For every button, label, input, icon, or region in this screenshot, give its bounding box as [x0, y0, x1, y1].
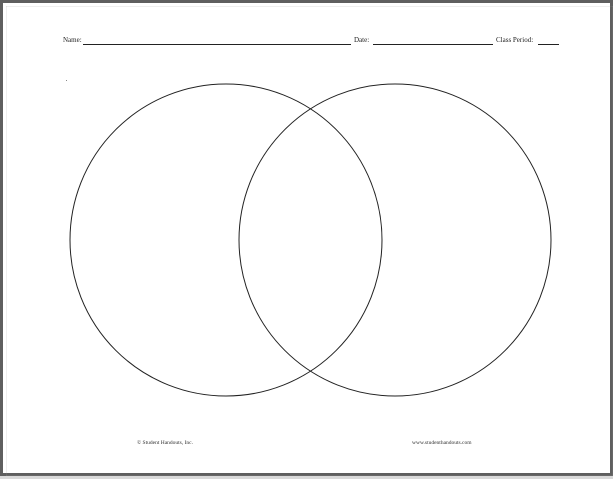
copyright-text: © Student Handouts, Inc. [137, 440, 193, 446]
date-line[interactable] [373, 44, 493, 45]
name-line[interactable] [83, 44, 351, 45]
worksheet-header: Name: Date: Class Period: [63, 36, 563, 48]
stray-mark [66, 80, 67, 81]
date-label: Date: [354, 36, 370, 44]
venn-circle-left [69, 83, 383, 397]
website-text: www.studenthandouts.com [412, 440, 472, 446]
class-period-line[interactable] [538, 44, 559, 45]
name-label: Name: [63, 36, 82, 44]
class-period-label: Class Period: [496, 36, 534, 44]
venn-circle-right [238, 83, 552, 397]
venn-diagram [69, 83, 552, 397]
